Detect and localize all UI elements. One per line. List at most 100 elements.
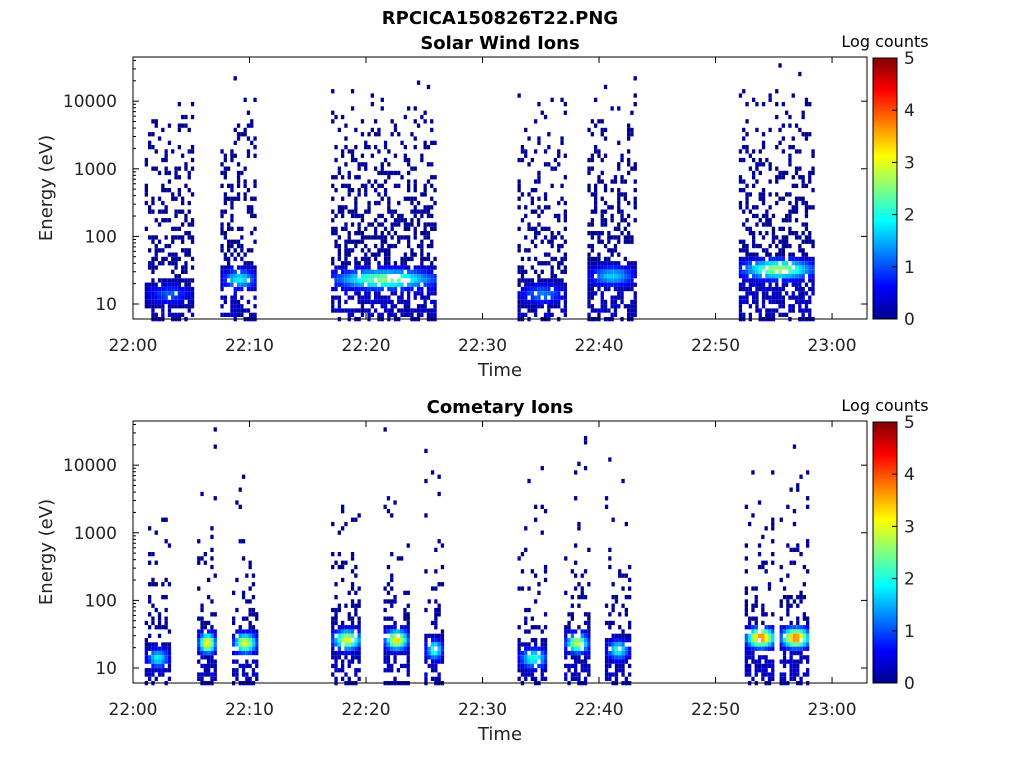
- heatmap-cell: [775, 274, 779, 279]
- heatmap-cell: [164, 205, 168, 210]
- heatmap-cell: [250, 286, 254, 292]
- heatmap-cell: [799, 642, 803, 647]
- heatmap-cell: [177, 102, 181, 107]
- heatmap-cell: [393, 642, 397, 647]
- heatmap-cell: [742, 89, 746, 94]
- heatmap-cell: [520, 278, 525, 283]
- heatmap-cell: [344, 642, 348, 647]
- heatmap-cell: [767, 586, 772, 591]
- heatmap-cell: [233, 196, 237, 201]
- heatmap-cell: [778, 256, 782, 262]
- colorbar-tick-label: 0: [904, 310, 915, 330]
- heatmap-cell: [594, 188, 598, 193]
- heatmap-cell: [210, 676, 214, 681]
- heatmap-cell: [517, 312, 521, 317]
- heatmap-cell: [187, 248, 191, 253]
- heatmap-cell: [413, 265, 417, 270]
- heatmap-cell: [251, 582, 256, 587]
- heatmap-cell: [164, 595, 168, 600]
- heatmap-cell: [560, 278, 564, 283]
- heatmap-cell: [230, 239, 234, 244]
- heatmap-cell: [798, 308, 802, 313]
- heatmap-cell: [334, 642, 338, 647]
- heatmap-cell: [530, 625, 534, 630]
- heatmap-cell: [614, 672, 619, 677]
- heatmap-cell: [517, 308, 521, 313]
- heatmap-cell: [580, 595, 584, 600]
- solar-wind-panel: Solar Wind Ions 22:00 22:10 22:20 22:30 22:4…: [36, 32, 929, 381]
- heatmap-cell: [610, 282, 614, 287]
- heatmap-cell: [742, 299, 746, 305]
- heatmap-cell: [390, 625, 394, 630]
- heatmap-cell: [207, 650, 211, 656]
- heatmap-cell: [623, 304, 627, 309]
- heatmap-cell: [354, 625, 358, 630]
- heatmap-cell: [207, 638, 211, 643]
- heatmap-cell: [630, 278, 634, 283]
- heatmap-cell: [360, 278, 365, 283]
- heatmap-cell: [587, 625, 591, 630]
- heatmap-cell: [393, 218, 398, 223]
- heatmap-cell: [781, 261, 785, 266]
- heatmap-cell: [420, 308, 424, 313]
- heatmap-cell: [374, 132, 378, 137]
- heatmap-cell: [808, 205, 812, 210]
- heatmap-cell: [437, 646, 441, 651]
- heatmap-cell: [617, 205, 621, 210]
- heatmap-cell: [393, 209, 398, 214]
- heatmap-cell: [344, 633, 348, 638]
- heatmap-cell: [557, 291, 561, 296]
- heatmap-cell: [768, 282, 772, 287]
- heatmap-cell: [437, 638, 441, 643]
- heatmap-cell: [148, 132, 152, 137]
- heatmap-cell: [771, 526, 775, 531]
- heatmap-cell: [557, 299, 561, 305]
- heatmap-cell: [331, 218, 335, 223]
- heatmap-cell: [413, 231, 417, 236]
- heatmap-cell: [590, 231, 594, 236]
- heatmap-cell: [745, 252, 749, 257]
- heatmap-cell: [758, 192, 762, 197]
- heatmap-cell: [164, 655, 168, 660]
- heatmap-cell: [517, 676, 521, 681]
- heatmap-cell: [167, 278, 172, 283]
- heatmap-cell: [255, 612, 259, 617]
- heatmap-cell: [577, 461, 581, 466]
- heatmap-cell: [520, 274, 525, 279]
- heatmap-cell: [220, 278, 224, 283]
- heatmap-cell: [347, 269, 351, 274]
- heatmap-cell: [400, 629, 404, 634]
- heatmap-cell: [154, 149, 158, 154]
- heatmap-cell: [240, 312, 244, 317]
- heatmap-cell: [207, 672, 211, 677]
- heatmap-cell: [367, 256, 371, 262]
- heatmap-cell: [203, 668, 207, 673]
- heatmap-cell: [761, 235, 766, 240]
- heatmap-cell: [243, 261, 247, 266]
- heatmap-cell: [547, 312, 551, 317]
- heatmap-cell: [534, 642, 538, 647]
- heatmap-cell: [357, 213, 361, 219]
- heatmap-cell: [420, 265, 424, 270]
- heatmap-cell: [771, 517, 775, 522]
- heatmap-cell: [413, 136, 417, 141]
- heatmap-cell: [757, 633, 762, 638]
- heatmap-cell: [778, 170, 782, 176]
- heatmap-cell: [520, 586, 525, 591]
- heatmap-cell: [603, 153, 608, 158]
- heatmap-cell: [420, 153, 424, 158]
- heatmap-cell: [587, 243, 591, 249]
- heatmap-cell: [357, 286, 361, 292]
- heatmap-cell: [553, 282, 558, 287]
- heatmap-cell: [524, 149, 528, 154]
- heatmap-cell: [383, 274, 388, 279]
- heatmap-cell: [796, 659, 800, 664]
- heatmap-cell: [771, 552, 775, 557]
- heatmap-cell: [543, 668, 548, 673]
- heatmap-cell: [623, 226, 627, 231]
- heatmap-cell: [227, 269, 231, 274]
- heatmap-cell: [190, 239, 195, 244]
- heatmap-cell: [426, 291, 431, 296]
- heatmap-cell: [778, 175, 782, 180]
- heatmap-cell: [406, 629, 410, 634]
